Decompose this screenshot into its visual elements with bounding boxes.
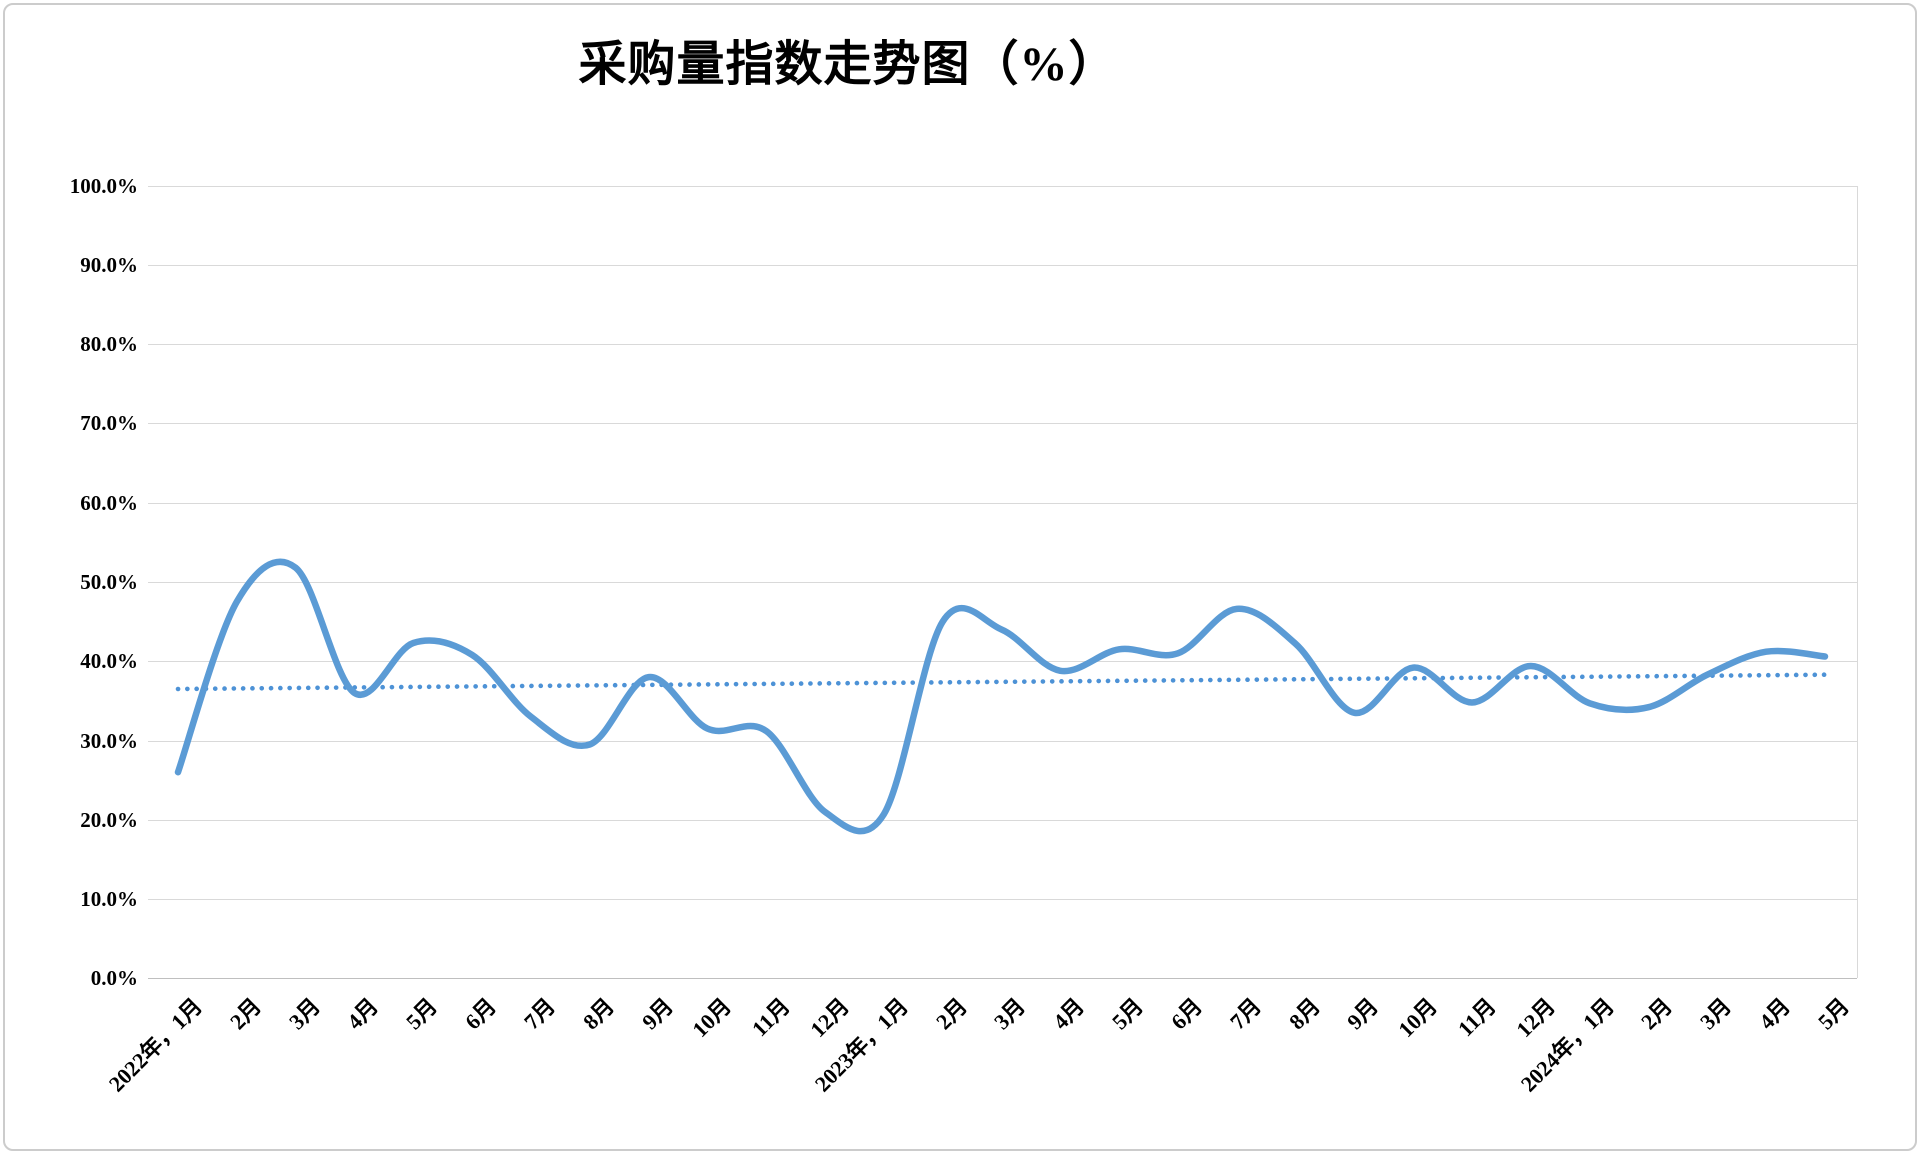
y-gridline [148, 344, 1857, 346]
main-series-line [174, 558, 1829, 835]
y-axis-tick-label: 90.0% [80, 252, 138, 277]
y-gridline [148, 582, 1857, 583]
y-axis-tick-label: 20.0% [80, 807, 138, 832]
y-axis-tick-label: 60.0% [80, 490, 138, 515]
y-axis-tick-label: 40.0% [80, 649, 138, 674]
y-axis-tick-label: 80.0% [80, 332, 138, 357]
y-gridline [148, 661, 1857, 663]
y-axis-tick-label: 30.0% [80, 728, 138, 753]
trendline-dotted [175, 672, 1828, 692]
y-axis-tick-label: 50.0% [80, 570, 138, 594]
y-axis-tick-label: 10.0% [80, 887, 138, 912]
y-axis-tick-label: 100.0% [69, 173, 138, 198]
y-gridline [148, 740, 1857, 742]
y-axis-tick-label: 0.0% [90, 966, 138, 991]
y-gridline [148, 899, 1857, 901]
y-axis-tick-label: 70.0% [80, 411, 138, 436]
y-gridline [148, 502, 1857, 504]
plot-right-border [1857, 185, 1858, 979]
y-gridline [148, 264, 1857, 266]
x-axis-line [148, 978, 1857, 980]
chart-title: 采购量指数走势图（%） [578, 38, 1118, 91]
y-gridline [148, 819, 1857, 821]
y-gridline [148, 423, 1857, 425]
y-gridline [148, 185, 1857, 187]
